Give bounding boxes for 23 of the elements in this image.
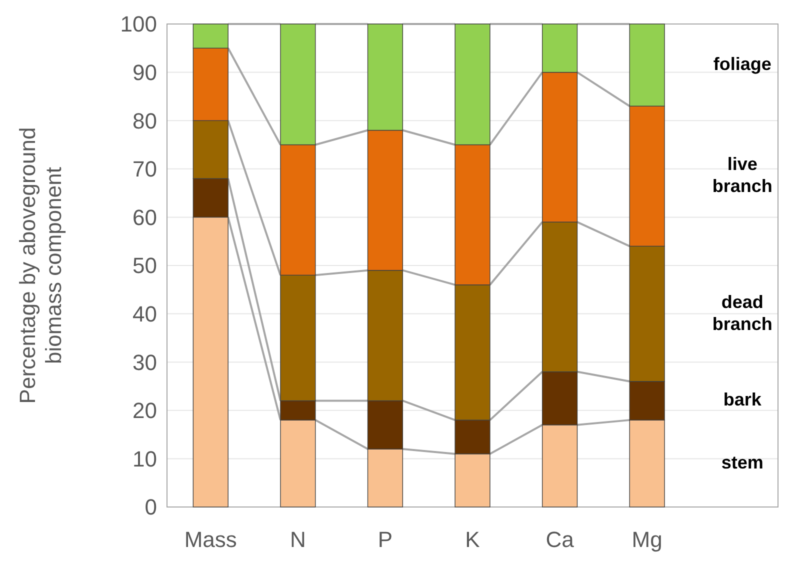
y-tick-label: 50 bbox=[132, 253, 157, 278]
text: stem bbox=[721, 452, 764, 473]
x-tick-label: N bbox=[290, 527, 306, 552]
x-tick-label: K bbox=[465, 527, 480, 552]
y-axis-title: Percentage by aboveground biomass component bbox=[15, 127, 66, 404]
x-tick-label: Ca bbox=[546, 527, 575, 552]
text: dead branch bbox=[712, 292, 772, 334]
y-tick-label: 80 bbox=[132, 108, 157, 134]
y-tick-label: 20 bbox=[132, 398, 157, 424]
y-tick-label: 30 bbox=[132, 350, 157, 375]
y-tick-label: 100 bbox=[120, 12, 157, 37]
y-tick-label: 90 bbox=[132, 60, 157, 85]
y-tick-label: 10 bbox=[132, 446, 157, 472]
text: foliage bbox=[713, 54, 772, 74]
x-tick-label: P bbox=[378, 527, 393, 552]
y-tick-label: 70 bbox=[132, 156, 157, 182]
y-tick-label: 0 bbox=[144, 494, 157, 520]
y-tick-label: 60 bbox=[132, 204, 157, 230]
text: bark bbox=[723, 390, 762, 410]
y-tick-label: 40 bbox=[132, 302, 157, 326]
x-tick-label: Mg bbox=[632, 527, 662, 552]
text: live branch bbox=[712, 154, 772, 196]
x-tick-label: Mass bbox=[184, 527, 237, 552]
